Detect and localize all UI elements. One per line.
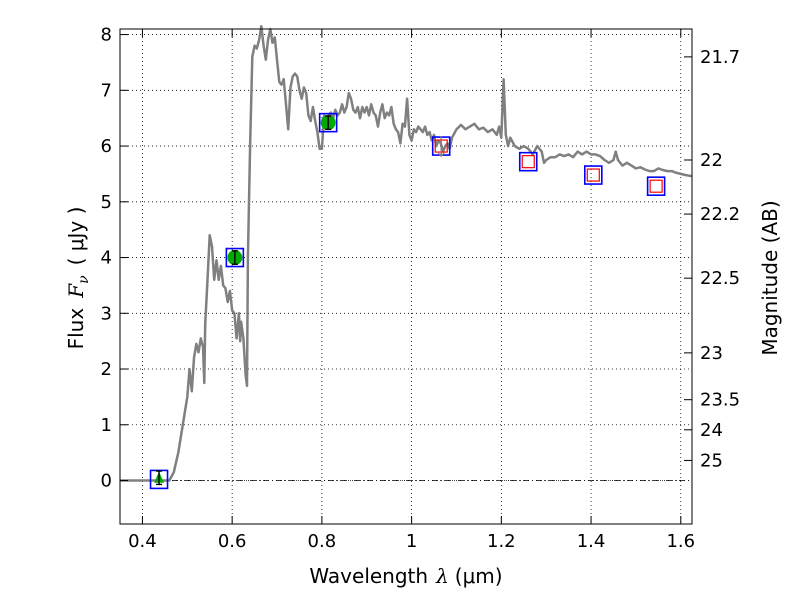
y-tick-label-5: 5 (101, 192, 112, 213)
y-axis-symbol: F (64, 283, 88, 299)
model-box-2 (318, 112, 338, 133)
y-tick-label-7: 7 (101, 80, 112, 101)
photometry-point-4 (518, 151, 538, 172)
y2-axis-title: Magnitude (AB) (758, 200, 782, 355)
x-tick-label-1: 0.6 (218, 531, 247, 552)
y-tick-label-2: 2 (101, 359, 112, 380)
plot-frame (119, 28, 693, 525)
upper-limit-marker-6 (649, 179, 663, 193)
y-tick-label-6: 6 (101, 136, 112, 157)
model-box-4 (518, 151, 538, 172)
model-box-6 (646, 176, 666, 196)
x-axis-label: Wavelength (309, 564, 428, 588)
y2-tick-label-0: 21.7 (700, 47, 740, 68)
model-box-1 (225, 247, 245, 268)
y2-tick-label-7: 25 (700, 450, 723, 471)
x-tick-label-5: 1.4 (577, 531, 606, 552)
y-tick-label-0: 0 (101, 471, 112, 492)
x-tick-label-4: 1.2 (487, 531, 516, 552)
y-axis-subscript: ν (76, 275, 92, 284)
photometry-points (149, 112, 666, 490)
limit-arrow-3 (437, 152, 445, 158)
x-tick-label-3: 1 (406, 531, 417, 552)
y2-tick-label-4: 23 (700, 343, 723, 364)
y2-tick-label-2: 22.2 (700, 204, 740, 225)
x-tick-label-2: 0.8 (308, 531, 337, 552)
model-box-5 (584, 165, 603, 185)
y-tick-label-4: 4 (101, 248, 112, 269)
grid-lines (120, 29, 692, 524)
x-axis-unit: (μm) (455, 564, 503, 588)
series-layer (120, 24, 693, 482)
y2-tick-label-5: 23.5 (700, 390, 740, 411)
y2-tick-label-6: 24 (700, 420, 723, 441)
x-axis-title: Wavelength λ (μm) (309, 564, 502, 588)
ticks-layer: 0.4 0.6 0.8 1 1.2 1.4 1.601234567821.72222.222… (101, 25, 741, 552)
photometry-point-0 (149, 469, 169, 490)
y-axis-label: Flux (64, 308, 88, 350)
y-tick-label-8: 8 (101, 25, 112, 46)
x-tick-label-0: 0.4 (128, 531, 157, 552)
y2-tick-label-3: 22.5 (700, 268, 740, 289)
photometry-point-6 (646, 176, 666, 196)
photometry-point-2 (318, 112, 338, 133)
y-tick-label-1: 1 (101, 415, 112, 436)
y-tick-label-3: 3 (101, 303, 112, 324)
y-axis-unit: ( μJy ) (64, 207, 88, 266)
sed-line-0 (120, 24, 693, 482)
y-axis-title: Flux Fν ( μJy ) (64, 207, 92, 350)
x-axis-symbol: λ (435, 564, 449, 588)
y2-tick-label-1: 22 (700, 150, 723, 171)
photometry-point-1 (225, 247, 245, 268)
upper-limit-marker-5 (586, 168, 600, 182)
upper-limit-marker-4 (521, 155, 535, 169)
photometry-point-3 (431, 136, 451, 158)
x-tick-label-6: 1.6 (666, 531, 695, 552)
photometry-point-5 (584, 165, 603, 185)
